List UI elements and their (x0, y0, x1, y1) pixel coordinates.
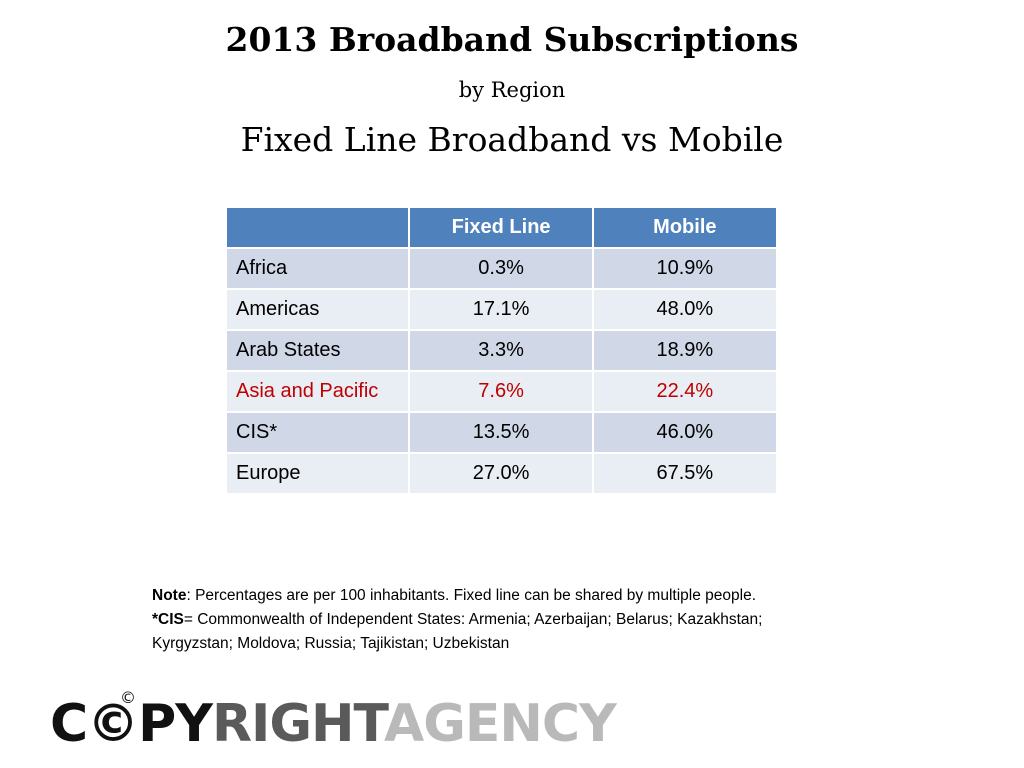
mobile-cell: 10.9% (591, 247, 779, 290)
table-header-row: Fixed Line Mobile (224, 206, 779, 249)
fixed-cell: 27.0% (408, 452, 594, 495)
copyright-agency-logo: © C©PYRIGHTAGENCY (50, 688, 630, 760)
region-cell: CIS* (224, 411, 411, 454)
mobile-cell: 48.0% (591, 288, 779, 331)
table-row: CIS* 13.5% 46.0% (224, 411, 779, 454)
region-cell: Africa (224, 247, 411, 290)
mobile-cell: 46.0% (591, 411, 779, 454)
fixed-cell: 0.3% (408, 247, 594, 290)
copyright-mark-icon: © (120, 688, 136, 707)
table-row: Africa 0.3% 10.9% (224, 247, 779, 290)
note-text: : Percentages are per 100 inhabitants. F… (186, 587, 757, 604)
header-region (224, 206, 411, 249)
mobile-cell: 18.9% (591, 329, 779, 372)
table-row: Europe 27.0% 67.5% (224, 452, 779, 495)
cis-line: *CIS= Commonwealth of Independent States… (152, 608, 912, 632)
logo-part-agency: AGENCY (383, 694, 617, 754)
slide-title: 2013 Broadband Subscriptions (225, 20, 799, 59)
cis-text-2: Kyrgyzstan; Moldova; Russia; Tajikistan;… (152, 635, 510, 652)
note-line: Note: Percentages are per 100 inhabitant… (152, 584, 912, 608)
header-mobile: Mobile (591, 206, 779, 249)
note-label: Note (152, 587, 187, 604)
region-cell: Americas (224, 288, 411, 331)
broadband-table: Fixed Line Mobile Africa 0.3% 10.9% Amer… (224, 206, 779, 495)
fixed-cell: 13.5% (408, 411, 594, 454)
table-row: Arab States 3.3% 18.9% (224, 329, 779, 372)
region-cell: Arab States (224, 329, 411, 372)
fixed-cell: 17.1% (408, 288, 594, 331)
comparison-heading: Fixed Line Broadband vs Mobile (240, 120, 784, 159)
mobile-cell: 67.5% (591, 452, 779, 495)
table-row: Americas 17.1% 48.0% (224, 288, 779, 331)
logo-part-right: RIGHT (211, 694, 385, 754)
region-cell: Europe (224, 452, 411, 495)
slide-subtitle: by Region (458, 78, 566, 102)
fixed-cell: 3.3% (408, 329, 594, 372)
cis-line-2: Kyrgyzstan; Moldova; Russia; Tajikistan;… (152, 632, 912, 656)
mobile-cell: 22.4% (591, 370, 779, 413)
region-cell: Asia and Pacific (224, 370, 411, 413)
header-fixed-line: Fixed Line (408, 206, 594, 249)
logo-part-copy: C©PY (50, 694, 213, 754)
cis-label: *CIS (152, 611, 184, 628)
table-row-highlighted: Asia and Pacific 7.6% 22.4% (224, 370, 779, 413)
footnotes: Note: Percentages are per 100 inhabitant… (152, 584, 912, 656)
cis-text: = Commonwealth of Independent States: Ar… (183, 611, 763, 628)
fixed-cell: 7.6% (408, 370, 594, 413)
